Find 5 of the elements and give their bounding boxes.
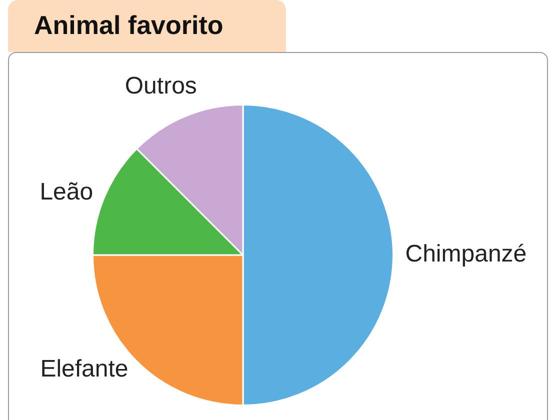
slice-label: Leão [40,178,94,206]
slice-label: Elefante [40,355,128,382]
chart-title: Animal favorito [8,0,286,52]
slice-label: Outros [124,72,197,100]
slice-label: Chimpanzé [405,240,527,268]
